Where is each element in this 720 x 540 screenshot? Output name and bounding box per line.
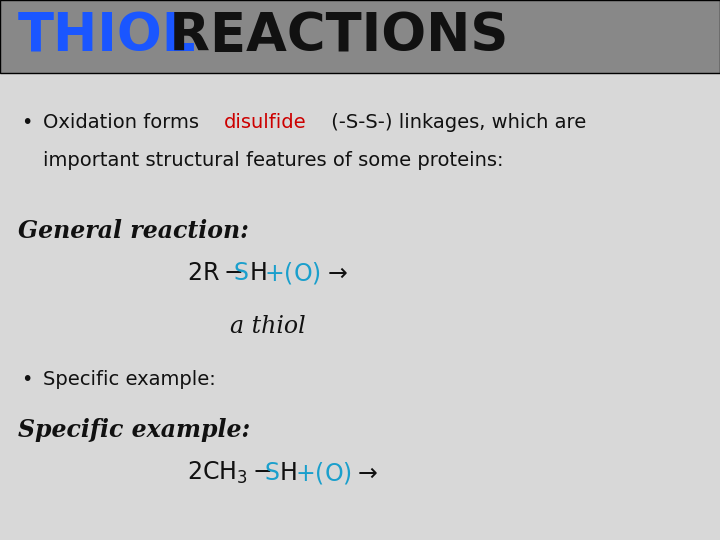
Text: THIOL: THIOL (18, 10, 197, 63)
Text: •: • (22, 370, 33, 389)
Text: important structural features of some proteins:: important structural features of some pr… (43, 151, 504, 170)
Text: $\mathsf{2R}-$: $\mathsf{2R}-$ (187, 261, 243, 285)
Text: $\mathsf{H}$: $\mathsf{H}$ (248, 261, 266, 285)
FancyBboxPatch shape (0, 0, 720, 73)
Text: $\mathsf{+(O)}$: $\mathsf{+(O)}$ (264, 260, 321, 286)
Text: disulfide: disulfide (224, 113, 306, 132)
Text: (-S-S-) linkages, which are: (-S-S-) linkages, which are (325, 113, 586, 132)
Text: General reaction:: General reaction: (18, 219, 249, 242)
Text: $\mathsf{2CH_3}-$: $\mathsf{2CH_3}-$ (187, 460, 272, 485)
Text: $\rightarrow$: $\rightarrow$ (354, 461, 379, 484)
Text: $\mathsf{S}$: $\mathsf{S}$ (264, 461, 279, 484)
Text: $\mathsf{S}$: $\mathsf{S}$ (233, 261, 249, 285)
Text: Oxidation forms: Oxidation forms (43, 113, 205, 132)
Text: •: • (22, 113, 33, 132)
Text: Specific example:: Specific example: (43, 370, 216, 389)
Text: $\rightarrow$: $\rightarrow$ (323, 261, 348, 285)
Text: REACTIONS: REACTIONS (151, 10, 508, 63)
Text: Specific example:: Specific example: (18, 418, 251, 442)
Text: $\mathsf{+(O)}$: $\mathsf{+(O)}$ (294, 460, 351, 485)
Text: a thiol: a thiol (230, 315, 306, 338)
Text: $\mathsf{H}$: $\mathsf{H}$ (279, 461, 297, 484)
